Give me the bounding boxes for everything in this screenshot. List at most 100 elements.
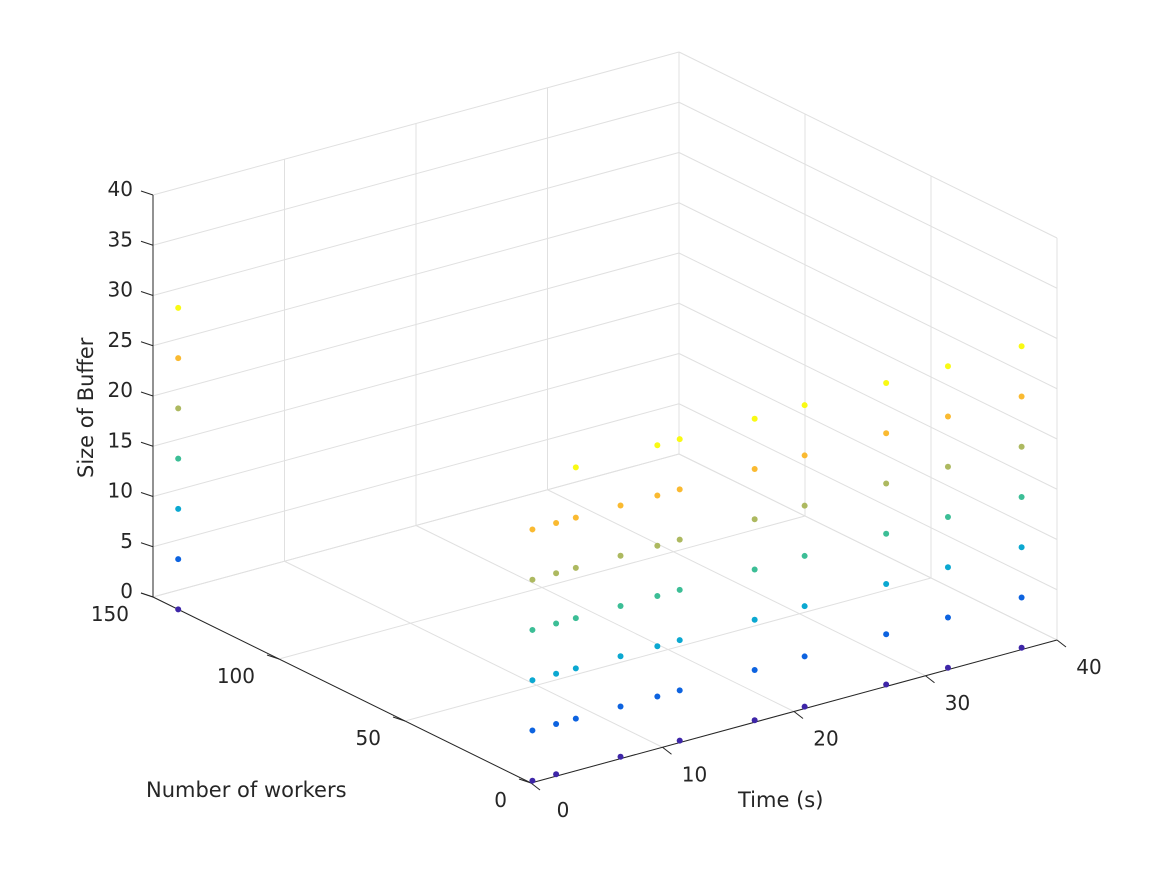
y-tick-label: 0: [494, 788, 507, 812]
data-point: [572, 514, 579, 521]
data-point: [676, 687, 683, 694]
data-point: [944, 513, 951, 520]
x-tick: [530, 782, 541, 791]
data-point: [944, 664, 951, 671]
data-point: [529, 677, 536, 684]
z-tick: [140, 341, 154, 347]
data-point: [944, 463, 951, 470]
data-point: [572, 715, 579, 722]
data-point: [654, 643, 661, 650]
data-point: [654, 693, 661, 700]
floor-grid-time: [547, 489, 926, 677]
data-point: [883, 480, 890, 487]
data-point: [529, 727, 536, 734]
data-point: [617, 552, 624, 559]
data-point: [883, 530, 890, 537]
data-point: [572, 615, 579, 622]
side-wall-grid-buffer: [678, 453, 1058, 641]
data-point: [801, 603, 808, 610]
z-tick: [140, 492, 154, 497]
data-point: [654, 542, 661, 549]
data-point: [553, 721, 560, 728]
x-axis-label: Time (s): [737, 788, 823, 812]
data-point: [801, 402, 808, 409]
data-point: [175, 505, 182, 512]
data-point: [801, 452, 808, 459]
data-point: [801, 552, 808, 559]
data-point: [944, 614, 951, 621]
data-point: [553, 570, 560, 577]
y-tick: [518, 778, 532, 784]
y-tick: [266, 654, 280, 660]
data-point: [529, 576, 536, 583]
data-point: [617, 502, 624, 509]
x-tick-label: 40: [1076, 655, 1101, 679]
data-point: [883, 631, 890, 638]
side-wall-grid-buffer: [678, 202, 1058, 390]
back-wall-grid-buffer: [152, 152, 680, 296]
data-point: [751, 566, 758, 573]
data-point: [1018, 343, 1025, 350]
data-point: [175, 606, 182, 613]
data-point: [572, 564, 579, 571]
x-tick: [1056, 639, 1067, 648]
y-axis-label: Number of workers: [146, 778, 347, 802]
side-wall-grid-buffer: [678, 252, 1058, 440]
data-point: [751, 717, 758, 724]
data-point: [883, 430, 890, 437]
floor-grid-time: [415, 525, 795, 712]
x-tick-label: 0: [557, 798, 570, 822]
z-tick-label: 0: [120, 579, 133, 603]
z-tick: [140, 592, 154, 598]
data-point: [617, 653, 624, 660]
back-wall-grid-buffer: [152, 202, 680, 347]
z-axis-label: Size of Buffer: [74, 337, 98, 478]
z-tick: [140, 190, 154, 196]
z-tick: [140, 240, 154, 246]
data-point: [751, 415, 758, 422]
data-point: [944, 564, 951, 571]
data-point: [1018, 443, 1025, 450]
z-tick-label: 10: [108, 479, 133, 503]
back-wall-grid-buffer: [152, 453, 680, 598]
data-point: [944, 413, 951, 420]
data-point: [676, 737, 683, 744]
floor-grid-time: [284, 560, 663, 748]
z-tick-label: 20: [108, 378, 133, 402]
x-tick-label: 10: [682, 762, 707, 786]
data-point: [553, 620, 560, 627]
y-tick: [392, 716, 406, 722]
z-tick-label: 25: [108, 328, 133, 352]
data-point: [1018, 493, 1025, 500]
data-point: [751, 516, 758, 523]
data-point: [883, 681, 890, 688]
x-tick-label: 20: [813, 727, 838, 751]
data-point: [751, 466, 758, 473]
data-point: [801, 703, 808, 710]
data-point: [1018, 544, 1025, 551]
z-tick-label: 40: [108, 177, 133, 201]
data-point: [553, 520, 560, 527]
data-point: [676, 436, 683, 443]
data-point: [883, 581, 890, 588]
y-tick-label: 100: [217, 664, 255, 688]
data-point: [175, 355, 182, 362]
data-point: [1018, 594, 1025, 601]
data-point: [175, 304, 182, 311]
side-wall-grid-buffer: [678, 152, 1058, 339]
data-point: [529, 626, 536, 633]
x-tick: [662, 746, 672, 755]
data-point: [175, 556, 182, 563]
data-point: [676, 637, 683, 644]
data-point: [529, 526, 536, 533]
y-tick-label: 50: [356, 726, 381, 750]
data-point: [654, 592, 661, 599]
data-point: [944, 363, 951, 370]
data-point: [572, 464, 579, 471]
axes: [140, 190, 1067, 791]
floor-grid-workers: [278, 515, 806, 660]
data-points: [175, 304, 1025, 784]
y-tick-label: 150: [91, 602, 129, 626]
data-point: [801, 653, 808, 660]
